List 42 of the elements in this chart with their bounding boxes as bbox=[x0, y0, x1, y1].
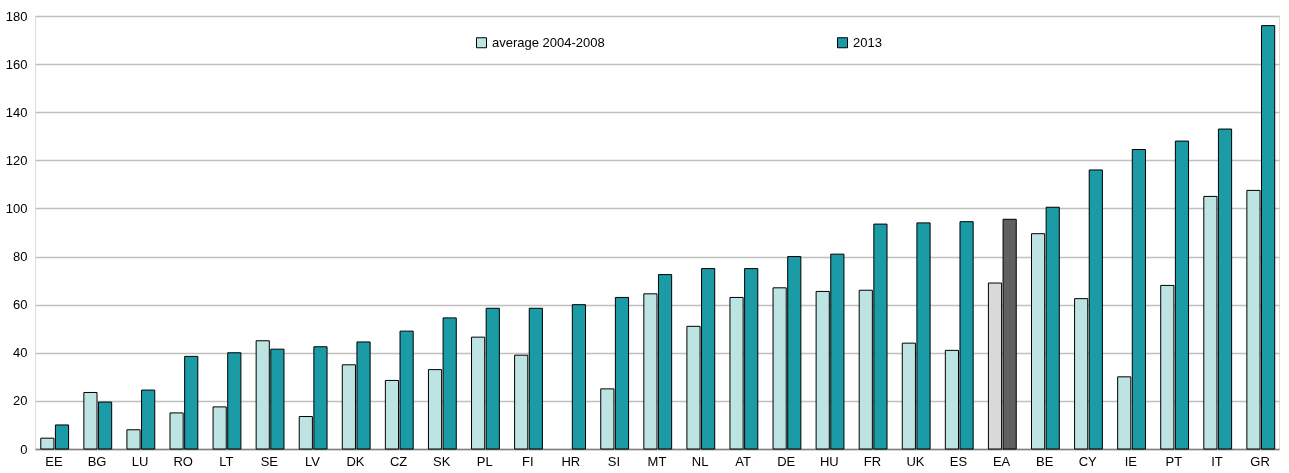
x-tick-label: MT bbox=[647, 453, 667, 469]
x-tick-label: EA bbox=[992, 453, 1011, 469]
x-tick-label: SE bbox=[260, 453, 279, 469]
x-tick-label: PT bbox=[1165, 453, 1183, 469]
y-tick-label: 140 bbox=[5, 104, 28, 120]
x-tick-label: HU bbox=[819, 453, 839, 469]
x-tick-label: AT bbox=[735, 453, 752, 469]
y-tick-label: 60 bbox=[13, 297, 28, 313]
y-tick-label: 160 bbox=[5, 56, 28, 72]
x-tick-label: DK bbox=[346, 453, 365, 469]
y-tick-label: 80 bbox=[13, 249, 28, 265]
x-tick-label: LU bbox=[131, 453, 149, 469]
x-tick-label: BE bbox=[1036, 453, 1054, 469]
y-tick-label: 100 bbox=[5, 200, 28, 216]
x-tick-label: EE bbox=[45, 453, 63, 469]
legend-label: average 2004-2008 bbox=[492, 34, 605, 50]
x-tick-label: IE bbox=[1124, 453, 1138, 469]
x-tick-label: RO bbox=[173, 453, 193, 469]
x-tick-label: SI bbox=[607, 453, 621, 469]
x-tick-label: LV bbox=[304, 453, 321, 469]
x-tick-label: BG bbox=[87, 453, 107, 469]
y-tick-label: 120 bbox=[5, 152, 28, 168]
y-tick-label: 180 bbox=[5, 8, 28, 24]
x-tick-label: PL bbox=[476, 453, 493, 469]
x-tick-label: IT bbox=[1211, 453, 1223, 469]
x-tick-label: FI bbox=[521, 453, 534, 469]
x-tick-label: CY bbox=[1078, 453, 1098, 469]
bar bbox=[571, 304, 586, 450]
x-tick-label: HR bbox=[561, 453, 581, 469]
legend-label: 2013 bbox=[853, 34, 882, 50]
x-tick-label: GR bbox=[1250, 453, 1270, 469]
x-tick-label: UK bbox=[906, 453, 925, 469]
x-tick-label: CZ bbox=[389, 453, 408, 469]
y-tick-label: 40 bbox=[13, 345, 28, 361]
x-tick-label: FR bbox=[863, 453, 882, 469]
x-tick-label: SK bbox=[432, 453, 451, 469]
x-tick-label: NL bbox=[691, 453, 709, 469]
x-tick-label: LT bbox=[219, 453, 234, 469]
y-tick-label: 20 bbox=[13, 393, 28, 409]
y-tick-label: 0 bbox=[20, 441, 28, 457]
x-tick-label: DE bbox=[777, 453, 796, 469]
x-tick-label: ES bbox=[949, 453, 968, 469]
